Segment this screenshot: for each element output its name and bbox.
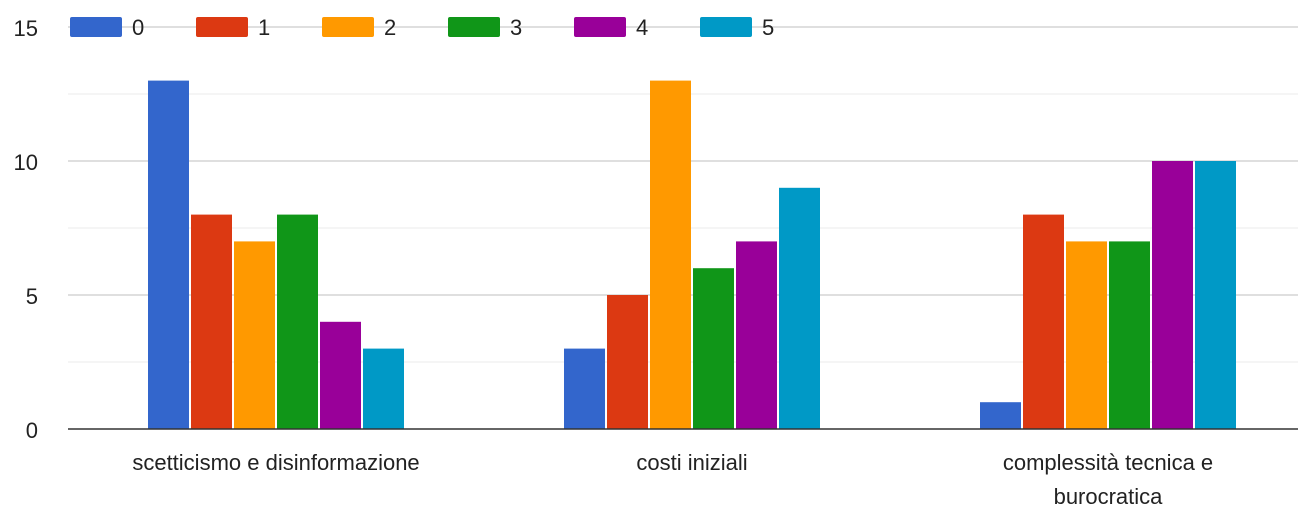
legend: 0 1 2 3 4 5	[70, 15, 774, 40]
bar	[277, 214, 318, 429]
legend-label: 4	[636, 15, 648, 40]
legend-label: 1	[258, 15, 270, 40]
y-tick-label: 5	[26, 284, 38, 309]
y-tick-label: 0	[26, 418, 38, 443]
bar	[693, 268, 734, 429]
bar	[1152, 161, 1193, 429]
legend-swatch	[322, 17, 374, 37]
legend-swatch	[70, 17, 122, 37]
x-tick-label: scetticismo e disinformazione	[132, 450, 419, 475]
x-tick-label: burocratica	[1054, 484, 1164, 507]
legend-swatch	[196, 17, 248, 37]
bar	[1109, 241, 1150, 429]
bar	[191, 214, 232, 429]
bars	[148, 80, 1236, 429]
bar	[1195, 161, 1236, 429]
y-tick-label: 15	[14, 16, 38, 41]
bar	[363, 348, 404, 429]
bar	[650, 80, 691, 429]
legend-label: 0	[132, 15, 144, 40]
legend-swatch	[700, 17, 752, 37]
bar	[148, 80, 189, 429]
x-tick-label: complessità tecnica e	[1003, 450, 1213, 475]
bar	[736, 241, 777, 429]
bar	[1066, 241, 1107, 429]
legend-swatch	[574, 17, 626, 37]
y-tick-label: 10	[14, 150, 38, 175]
bar	[1023, 214, 1064, 429]
bar	[980, 402, 1021, 429]
bar	[320, 321, 361, 429]
legend-swatch	[448, 17, 500, 37]
legend-label: 3	[510, 15, 522, 40]
bar	[234, 241, 275, 429]
bar	[564, 348, 605, 429]
legend-label: 5	[762, 15, 774, 40]
x-tick-label: costi iniziali	[636, 450, 747, 475]
bar	[779, 187, 820, 429]
bar	[607, 295, 648, 429]
legend-label: 2	[384, 15, 396, 40]
